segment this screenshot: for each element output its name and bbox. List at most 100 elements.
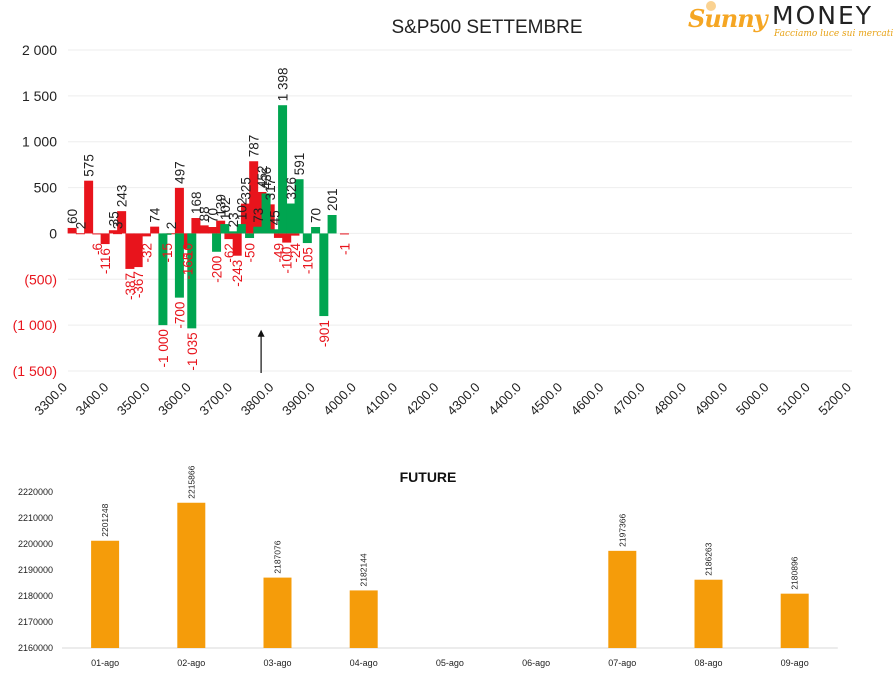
main-x-tick-label: 4700.0 [609,380,648,419]
main-bar-value-label: 317 [263,178,278,201]
main-bar [100,233,110,245]
future-bar [780,593,809,648]
future-bar-value-label: 2215866 [186,465,196,498]
main-bar [290,233,300,236]
future-x-tick-label: 08-ago [694,658,722,668]
main-bar [236,224,246,234]
main-bar [282,233,292,243]
main-bar-value-label: -200 [210,256,225,283]
main-bar-value-label: -165 [181,253,196,280]
main-bar-value-label: 23 [226,212,241,227]
future-x-tick-label: 06-ago [522,658,550,668]
main-bar [253,226,263,234]
main-chart-title: S&P500 SETTEMBRE [391,17,582,38]
main-bar [108,230,118,234]
main-bar-value-label: -100 [280,247,295,274]
future-x-tick-label: 02-ago [177,658,205,668]
future-x-tick-label: 09-ago [781,658,809,668]
main-x-tick-label: 4500.0 [527,380,566,419]
main-bar [245,233,255,239]
main-bar [278,105,288,234]
future-y-tick-label: 2170000 [18,617,53,627]
future-y-tick-label: 2220000 [18,487,53,497]
main-bar-value-label: 3 [111,222,126,230]
main-bar [133,233,143,268]
main-bar [113,233,123,235]
main-y-tick-label: 2 000 [22,42,57,58]
future-chart-title: FUTURE [400,469,457,485]
future-y-tick-label: 2180000 [18,591,53,601]
main-bar-value-label: 168 [189,191,204,214]
main-bar-value-label: -6 [90,243,105,255]
main-bar [240,203,250,234]
future-bar-value-label: 2201248 [100,503,110,536]
main-y-tick-label: (1 500) [13,363,57,379]
main-bar-value-label: -367 [131,271,146,298]
main-bar-value-label: 575 [82,154,97,177]
future-x-tick-label: 03-ago [263,658,291,668]
main-bar [75,233,85,235]
main-bar-value-label: 1 398 [276,67,291,101]
main-bar [294,179,304,234]
main-bar-value-label: 88 [197,206,212,221]
main-x-tick-label: 5100.0 [774,380,813,419]
main-bar-value-label: 45 [267,210,282,225]
main-x-tick-label: 4600.0 [568,380,607,419]
main-bar-value-label: 325 [238,177,253,200]
main-bar-value-label: 60 [65,209,80,224]
future-y-tick-label: 2210000 [18,513,53,523]
main-bar-value-label: -62 [222,243,237,263]
main-bar-value-label: -387 [123,273,138,300]
sp500-chart: S&P500 SETTEMBRE 2 000 1 500 1 000 500 0 (500… [13,17,854,419]
main-bar [327,214,337,234]
main-bar [141,233,151,237]
main-y-tick-label: 500 [34,180,58,196]
main-bar [286,203,296,234]
logo-brand-money: MONEY [772,1,874,30]
main-bar [339,233,349,235]
main-x-tick-label: 4300.0 [444,380,483,419]
main-bar-value-label: 497 [172,161,187,184]
main-bar [302,233,312,244]
main-x-tick-label: 3300.0 [31,380,70,419]
main-bar [224,233,234,240]
main-bar [249,161,259,234]
main-bar-value-label: 326 [284,177,299,200]
future-bar [349,590,378,648]
main-bar-value-label: -1 000 [156,329,171,367]
main-bar [207,227,217,234]
future-bar [91,540,120,648]
future-y-tick-label: 2160000 [18,643,53,653]
main-bar-value-label: -1 [337,243,352,255]
main-bar-value-label: 201 [325,188,340,211]
main-bar [228,231,238,234]
main-y-tick-label: (500) [24,271,57,287]
future-x-tick-label: 07-ago [608,658,636,668]
future-x-tick-label: 05-ago [436,658,464,668]
main-bar-value-label: 436 [259,167,274,190]
main-y-tick-label: 1 500 [22,88,57,104]
main-bar [150,226,160,234]
logo-tagline: Facciamo luce sui mercati [774,29,894,39]
future-bar-value-label: 2182144 [359,553,369,586]
main-bar-value-label: 102 [218,198,233,221]
main-bar [261,193,271,234]
main-x-tick-label: 4400.0 [485,380,524,419]
logo-brand-sunny: Sunny [688,4,768,33]
main-bar [174,233,184,298]
main-bar-value-label: 452 [255,165,270,188]
future-bar-value-label: 2197366 [617,513,627,546]
main-x-tick-label: 5000.0 [733,380,772,419]
main-y-tick-label: (1 000) [13,317,57,333]
main-bar-value-label: -32 [139,243,154,263]
main-bar-value-label: 2 [73,222,88,230]
main-x-tick-label: 3500.0 [114,380,153,419]
future-y-tick-label: 2200000 [18,539,53,549]
arrow-up-icon [257,329,265,337]
main-bar [191,218,201,234]
future-bar [608,550,637,648]
main-y-tick-label: 0 [49,225,57,241]
main-bar [273,233,283,238]
main-bar-value-label: 74 [148,207,163,223]
main-bar [232,233,242,256]
